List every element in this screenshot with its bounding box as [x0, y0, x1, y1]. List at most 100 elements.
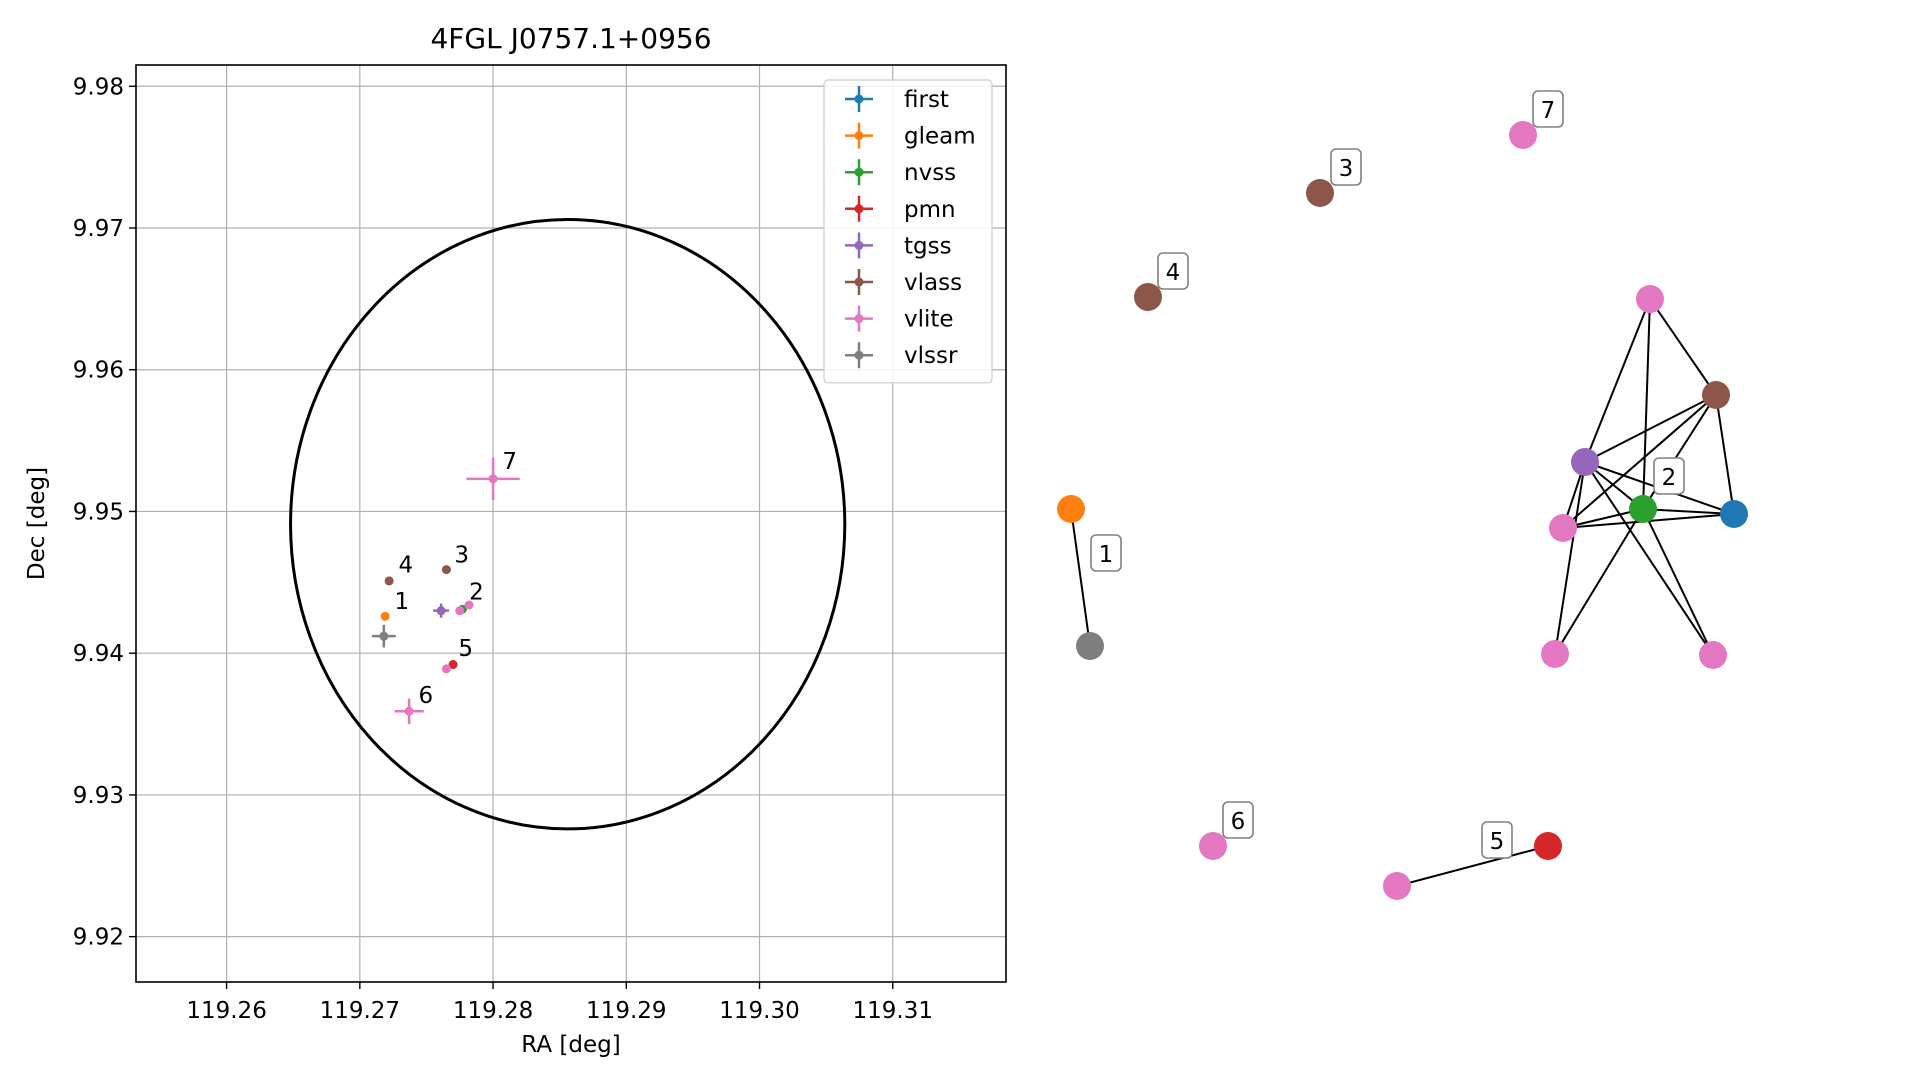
legend-label: pmn [904, 197, 956, 223]
graph-edge [1554, 508, 1644, 655]
data-point [384, 576, 394, 586]
legend-label: tgss [904, 233, 952, 259]
graph-node [1720, 500, 1748, 528]
legend-marker-dot [854, 204, 864, 214]
y-tick-label: 9.97 [73, 216, 124, 242]
node-label-box [1653, 457, 1685, 495]
graph-edge [1070, 508, 1091, 647]
graph-node [1199, 832, 1227, 860]
x-axis-label: RA [deg] [521, 1032, 620, 1058]
legend-label: nvss [904, 160, 956, 186]
legend: first gleam nvss pmn tgss vlass vlite vlssr [823, 79, 993, 384]
graph-node [1636, 285, 1664, 313]
node-label-box [1481, 821, 1513, 859]
x-tick-label: 119.26 [186, 998, 266, 1024]
data-point [448, 660, 458, 670]
graph-node [1509, 121, 1537, 149]
legend-item: nvss [845, 159, 956, 186]
graph-node [1571, 448, 1599, 476]
node-label: 7 [1541, 98, 1556, 124]
legend-label: first [904, 87, 949, 113]
data-point [436, 606, 446, 616]
data-point [441, 565, 451, 575]
y-tick-label: 9.92 [73, 925, 124, 951]
graph-edge [1642, 298, 1651, 510]
legend-label: vlssr [904, 343, 958, 369]
y-axis-label: Dec [deg] [24, 467, 50, 580]
graph-edge [1642, 508, 1735, 515]
legend-item: vlite [845, 305, 954, 333]
graph-edge [1584, 394, 1717, 463]
graph-edge [1584, 298, 1651, 463]
point-annotation: 4 [398, 552, 413, 578]
y-tick-label: 9.95 [73, 499, 124, 525]
legend-marker-dot [854, 94, 864, 104]
point-annotation: 1 [394, 589, 409, 615]
legend-marker-dot [854, 314, 864, 324]
node-label: 4 [1166, 260, 1181, 286]
point-annotation: 6 [418, 683, 433, 709]
data-point [464, 600, 474, 610]
point-annotation: 2 [469, 579, 484, 605]
graph-node [1076, 632, 1104, 660]
node-label: 6 [1231, 809, 1246, 835]
legend-marker-dot [854, 350, 864, 360]
legend-item: first [845, 86, 949, 113]
x-tick-label: 119.28 [453, 998, 533, 1024]
node-label: 3 [1339, 156, 1354, 182]
graph-node [1702, 381, 1730, 409]
data-point [441, 664, 451, 674]
node-label-box [1330, 148, 1362, 186]
x-tick-label: 119.30 [719, 998, 799, 1024]
point-annotation: 3 [454, 542, 469, 568]
point-annotation: 7 [502, 449, 517, 475]
data-point [379, 631, 389, 641]
graph-edge [1396, 845, 1549, 887]
data-point [404, 706, 414, 716]
data-point [455, 606, 465, 616]
node-label-box [1157, 252, 1189, 290]
graph-edge [1562, 394, 1717, 529]
legend-marker-dot [854, 167, 864, 177]
legend-marker-dot [854, 131, 864, 141]
legend-item: pmn [845, 195, 956, 223]
y-tick-label: 9.94 [73, 641, 124, 667]
sky-scatter-panel: 1 23 4 56 7 119.26 119.27 119.28 119.29 119.30 119… [24, 22, 1007, 1058]
legend-item: tgss [845, 232, 952, 259]
legend-label: gleam [904, 124, 976, 150]
legend-item: gleam [845, 122, 976, 150]
graph-node [1541, 640, 1569, 668]
graph-node [1057, 495, 1085, 523]
chart-title: 4FGL J0757.1+0956 [430, 22, 711, 55]
y-tick-label: 9.98 [73, 74, 124, 100]
graph-edge [1715, 394, 1735, 515]
graph-node [1629, 495, 1657, 523]
y-tick-label: 9.96 [73, 358, 124, 384]
graph-node [1699, 641, 1727, 669]
graph-edge [1584, 461, 1714, 656]
node-label-box [1532, 90, 1564, 128]
legend-item: vlass [845, 269, 962, 296]
graph-node [1383, 872, 1411, 900]
graph-node [1534, 832, 1562, 860]
association-graph-panel: 1 2 3 4 5 6 7 [1057, 90, 1748, 900]
legend-item: vlssr [845, 342, 958, 369]
legend-label: vlass [904, 270, 962, 296]
node-label-box [1222, 801, 1254, 839]
x-tick-label: 119.29 [586, 998, 666, 1024]
node-label: 1 [1099, 542, 1114, 568]
node-label: 2 [1662, 465, 1677, 491]
legend-box [823, 79, 993, 384]
legend-marker-dot [854, 277, 864, 287]
graph-node [1134, 283, 1162, 311]
data-point [488, 474, 498, 484]
point-annotation: 5 [458, 636, 473, 662]
node-label-box [1090, 534, 1122, 572]
uncertainty-ellipse [289, 217, 847, 831]
node-label: 5 [1490, 829, 1505, 855]
graph-edge [1642, 508, 1714, 656]
graph-node [1549, 514, 1577, 542]
data-point [380, 611, 390, 621]
plot-frame [135, 64, 1007, 983]
x-tick-label: 119.27 [320, 998, 400, 1024]
